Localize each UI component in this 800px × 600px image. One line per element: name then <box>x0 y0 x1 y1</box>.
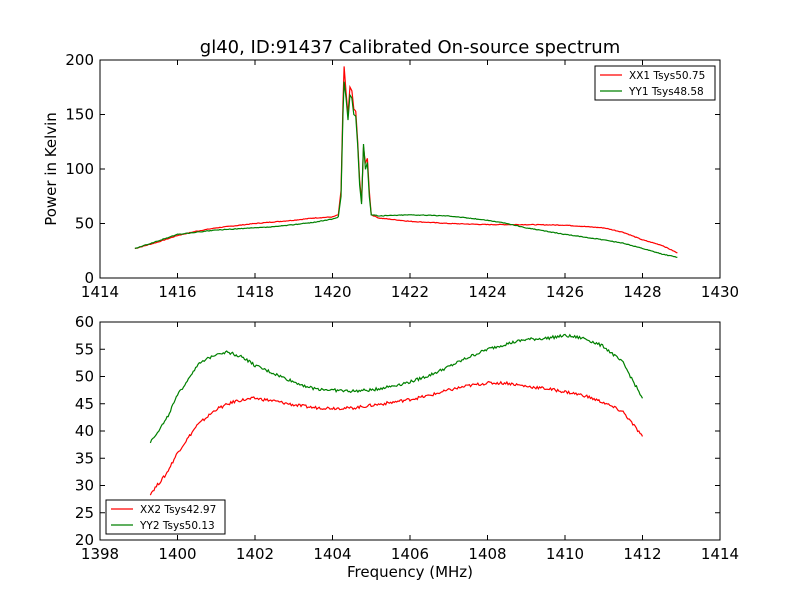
x-tick-label: 1410 <box>546 545 584 563</box>
y-tick-label: 30 <box>75 477 94 495</box>
y-tick-label: 35 <box>75 449 94 467</box>
x-tick-label: 1408 <box>468 545 506 563</box>
y-tick-label: 200 <box>65 51 94 69</box>
y-tick-label: 45 <box>75 395 94 413</box>
y-tick-label: 20 <box>75 531 94 549</box>
x-tick-label: 1416 <box>158 283 196 301</box>
x-tick-label: 1400 <box>158 545 196 563</box>
legend-label: XX2 Tsys42.97 <box>140 504 216 516</box>
series-line-2 <box>134 81 678 258</box>
x-axis-label: Frequency (MHz) <box>347 563 473 581</box>
y-tick-label: 40 <box>75 422 94 440</box>
legend-label: XX1 Tsys50.75 <box>629 70 705 82</box>
top-spectrum-plot: 1414 1416 1418 1420 1422 1424 1426 1428 1430 0 50 1… <box>65 51 739 301</box>
bottom-spectrum-plot: 1398 1400 1402 1404 1406 1408 1410 1412 1414 20 25… <box>75 313 739 563</box>
x-tick-label: 1424 <box>468 283 506 301</box>
legend-label: YY2 Tsys50.13 <box>139 520 215 532</box>
legend: XX2 Tsys42.97 YY2 Tsys50.13 <box>105 499 226 535</box>
y-tick-label: 100 <box>65 160 94 178</box>
x-tick-label: 1414 <box>701 545 739 563</box>
y-tick-label: 25 <box>75 504 94 522</box>
x-tick-label: 1426 <box>546 283 584 301</box>
legend-label: YY1 Tsys48.58 <box>628 86 704 98</box>
x-tick-label: 1422 <box>391 283 429 301</box>
series-line-1 <box>134 66 678 254</box>
series-line-1 <box>149 380 644 496</box>
x-tick-label: 1404 <box>313 545 351 563</box>
x-tick-label: 1402 <box>236 545 274 563</box>
y-tick-label: 55 <box>75 340 94 358</box>
y-tick-label: 50 <box>75 368 94 386</box>
x-tick-label: 1428 <box>623 283 661 301</box>
x-tick-label: 1398 <box>81 545 119 563</box>
series-line-2 <box>149 333 644 444</box>
x-tick-label: 1430 <box>701 283 739 301</box>
chart-title: gl40, ID:91437 Calibrated On-source spec… <box>200 37 620 58</box>
y-axis-label: Power in Kelvin <box>42 112 60 226</box>
x-tick-label: 1412 <box>623 545 661 563</box>
x-tick-label: 1420 <box>313 283 351 301</box>
y-tick-label: 60 <box>75 313 94 331</box>
x-tick-label: 1406 <box>391 545 429 563</box>
x-tick-label: 1418 <box>236 283 274 301</box>
legend-box <box>105 499 226 535</box>
y-tick-label: 0 <box>84 269 94 287</box>
y-tick-label: 150 <box>65 106 94 124</box>
y-tick-label: 50 <box>75 215 94 233</box>
x-tick-label: 1414 <box>81 283 119 301</box>
legend-box <box>594 65 716 101</box>
legend: XX1 Tsys50.75 YY1 Tsys48.58 <box>594 65 716 101</box>
